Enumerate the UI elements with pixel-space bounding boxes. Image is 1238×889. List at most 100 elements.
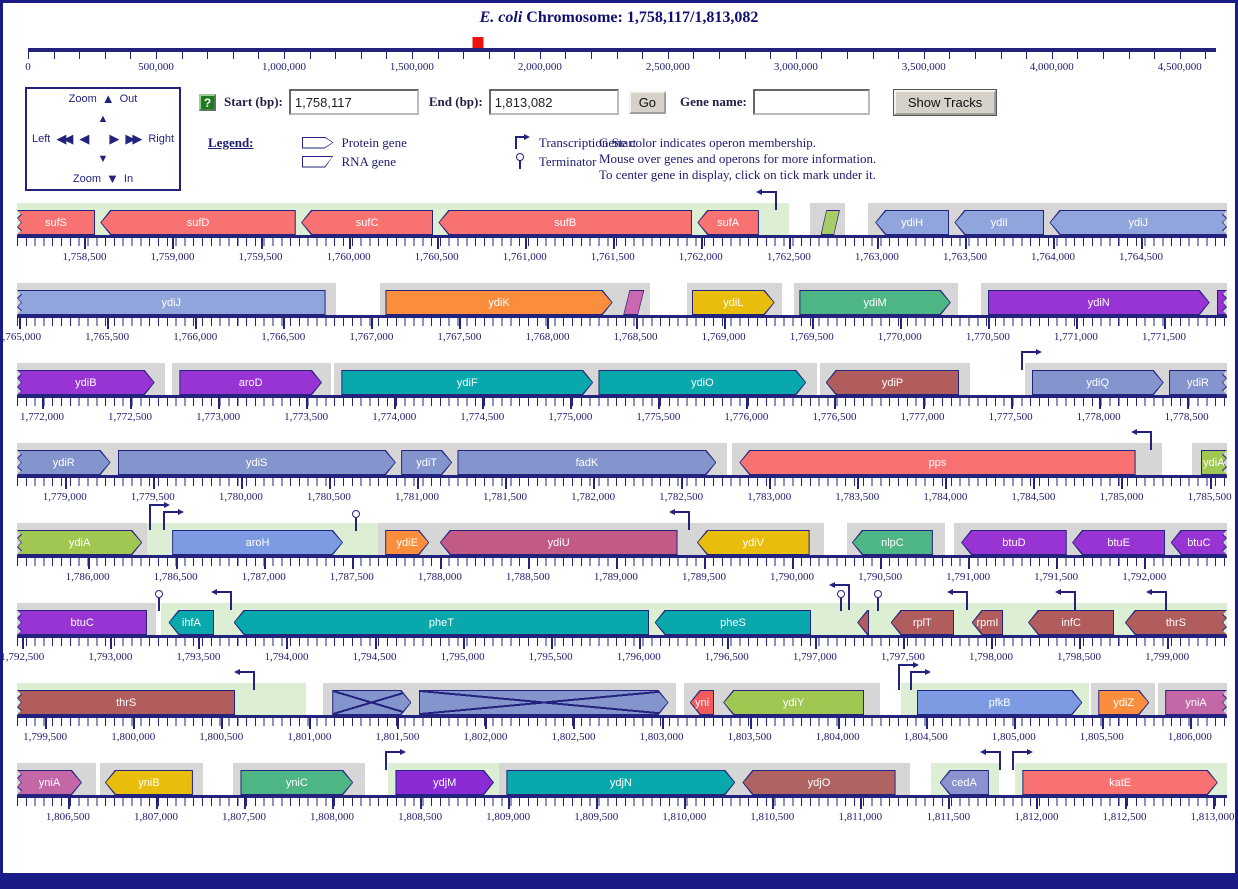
coordinate-ruler[interactable] (17, 398, 1227, 406)
major-tick[interactable] (524, 238, 527, 249)
gene-ihfA[interactable]: ihfA (168, 610, 215, 635)
major-tick[interactable] (19, 318, 22, 329)
major-tick[interactable] (1212, 798, 1215, 809)
major-tick[interactable] (834, 398, 837, 409)
major-tick[interactable] (723, 318, 726, 329)
gene-cedA[interactable]: cedA (939, 770, 989, 795)
major-tick[interactable] (152, 478, 155, 489)
gene-arpB_1[interactable]: arpB_1 (332, 690, 411, 715)
gene-unlabeled[interactable] (623, 290, 645, 315)
major-tick[interactable] (987, 318, 990, 329)
center-down-icon[interactable]: ▼ (97, 153, 109, 165)
major-tick[interactable] (263, 558, 266, 569)
gene-thrS[interactable]: thrS (1125, 610, 1227, 635)
major-tick[interactable] (175, 558, 178, 569)
major-tick[interactable] (45, 718, 48, 729)
major-tick[interactable] (811, 318, 814, 329)
major-tick[interactable] (837, 718, 840, 729)
major-tick[interactable] (1079, 638, 1082, 649)
major-tick[interactable] (172, 238, 175, 249)
major-tick[interactable] (64, 478, 67, 489)
major-tick[interactable] (1013, 718, 1016, 729)
major-tick[interactable] (283, 318, 286, 329)
major-tick[interactable] (462, 638, 465, 649)
gene-sufB[interactable]: sufB (438, 210, 692, 235)
gene-fadK[interactable]: fadK (457, 450, 716, 475)
center-up-icon[interactable]: ▲ (97, 113, 109, 125)
major-tick[interactable] (570, 398, 573, 409)
gene-ydiB[interactable]: ydiB (17, 370, 155, 395)
major-tick[interactable] (420, 798, 423, 809)
gene-ydiE[interactable]: ydiE (385, 530, 429, 555)
major-tick[interactable] (769, 478, 772, 489)
gene-ydiV[interactable]: ydiV (696, 530, 810, 555)
major-tick[interactable] (1121, 478, 1124, 489)
major-tick[interactable] (309, 718, 312, 729)
major-tick[interactable] (22, 638, 25, 649)
major-tick[interactable] (348, 238, 351, 249)
major-tick[interactable] (436, 238, 439, 249)
major-tick[interactable] (110, 638, 113, 649)
major-tick[interactable] (593, 478, 596, 489)
major-tick[interactable] (661, 718, 664, 729)
zoom-out-arrow-icon[interactable]: ▲ (101, 91, 115, 106)
major-tick[interactable] (1010, 398, 1013, 409)
gene-pfkB[interactable]: pfkB (917, 690, 1083, 715)
major-tick[interactable] (1167, 638, 1170, 649)
gene-ydiM[interactable]: ydiM (799, 290, 950, 315)
gene-sufC[interactable]: sufC (301, 210, 434, 235)
viewport-marker[interactable] (472, 37, 484, 48)
gene-thrS[interactable]: thrS (17, 690, 236, 715)
major-tick[interactable] (240, 478, 243, 489)
major-tick[interactable] (328, 478, 331, 489)
major-tick[interactable] (550, 638, 553, 649)
major-tick[interactable] (615, 558, 618, 569)
major-tick[interactable] (527, 558, 530, 569)
pan-left-icon[interactable]: ◀ (79, 131, 90, 146)
major-tick[interactable] (439, 558, 442, 569)
pan-right-fast-icon[interactable]: ▶▶ (125, 131, 142, 146)
major-tick[interactable] (155, 798, 158, 809)
major-tick[interactable] (948, 798, 951, 809)
major-tick[interactable] (84, 238, 87, 249)
gene-ydiT[interactable]: ydiT (401, 450, 452, 475)
gene-rplT[interactable]: rplT (890, 610, 954, 635)
gene-ydiP[interactable]: ydiP (825, 370, 960, 395)
gene-pheT[interactable]: pheT (233, 610, 650, 635)
major-tick[interactable] (243, 798, 246, 809)
gene-btuC[interactable]: btuC (1171, 530, 1227, 555)
major-tick[interactable] (371, 318, 374, 329)
gene-sufS[interactable]: sufS (17, 210, 95, 235)
major-tick[interactable] (351, 558, 354, 569)
gene-btuE[interactable]: btuE (1072, 530, 1166, 555)
major-tick[interactable] (746, 398, 749, 409)
pan-right-icon[interactable]: ▶ (109, 131, 120, 146)
major-tick[interactable] (925, 718, 928, 729)
gene-yniC[interactable]: yniC (240, 770, 353, 795)
coordinate-ruler[interactable] (17, 238, 1227, 246)
major-tick[interactable] (876, 238, 879, 249)
go-button[interactable]: Go (628, 90, 667, 114)
major-tick[interactable] (860, 798, 863, 809)
major-tick[interactable] (749, 718, 752, 729)
gene-sufD[interactable]: sufD (100, 210, 296, 235)
gene-aroH[interactable]: aroH (172, 530, 343, 555)
coordinate-ruler[interactable] (17, 718, 1227, 726)
coordinate-ruler[interactable] (17, 478, 1227, 486)
gene-ydiZ[interactable]: ydiZ (1098, 690, 1149, 715)
gene-ydiJ[interactable]: ydiJ (17, 290, 326, 315)
major-tick[interactable] (394, 398, 397, 409)
gene-ydiR[interactable]: ydiR (17, 450, 111, 475)
major-tick[interactable] (547, 318, 550, 329)
major-tick[interactable] (1098, 398, 1101, 409)
gene-ydiK[interactable]: ydiK (385, 290, 612, 315)
major-tick[interactable] (772, 798, 775, 809)
gene-btuD[interactable]: btuD (961, 530, 1067, 555)
gene-yniA[interactable]: yniA (17, 770, 82, 795)
help-icon[interactable]: ? (199, 93, 216, 111)
pan-left-fast-icon[interactable]: ◀◀ (56, 131, 73, 146)
major-tick[interactable] (221, 718, 224, 729)
coordinate-ruler[interactable] (17, 318, 1227, 326)
major-tick[interactable] (67, 798, 70, 809)
major-tick[interactable] (505, 478, 508, 489)
